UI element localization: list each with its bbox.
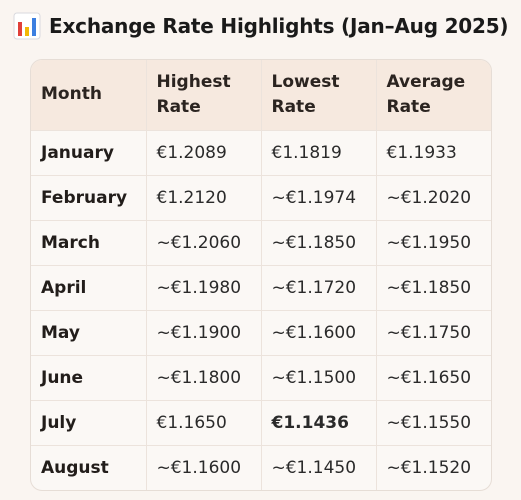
cell-month: March	[41, 232, 100, 253]
cell-lowest: ~€1.1974	[260, 175, 376, 220]
table-row: April ~€1.1980 ~€1.1720 ~€1.1850	[31, 265, 491, 310]
cell-lowest: €1.1819	[260, 130, 376, 175]
cell-average: ~€1.1650	[375, 355, 491, 400]
table-row: January €1.2089 €1.1819 €1.1933	[31, 130, 491, 175]
cell-highest: €1.1650	[145, 400, 261, 445]
cell-month: February	[41, 187, 128, 208]
cell-highest: ~€1.1800	[145, 355, 261, 400]
cell-lowest: ~€1.1500	[260, 355, 376, 400]
page-title: Exchange Rate Highlights (Jan–Aug 2025)	[49, 14, 509, 38]
header-average-rate: Average Rate	[375, 60, 491, 130]
cell-month: May	[41, 322, 80, 343]
table-row: July €1.1650 €1.1436 ~€1.1550	[31, 400, 491, 445]
cell-lowest-emphasized: €1.1436	[260, 400, 376, 445]
cell-highest: ~€1.1600	[145, 445, 261, 490]
cell-highest: €1.2089	[145, 130, 261, 175]
exchange-rate-table: Month Highest Rate Lowest Rate Average R…	[30, 59, 492, 491]
cell-average: ~€1.1520	[375, 445, 491, 490]
cell-highest: €1.2120	[145, 175, 261, 220]
header-highest-rate: Highest Rate	[145, 60, 261, 130]
cell-average: €1.1933	[375, 130, 491, 175]
table-row: June ~€1.1800 ~€1.1500 ~€1.1650	[31, 355, 491, 400]
cell-lowest: ~€1.1600	[260, 310, 376, 355]
cell-average: ~€1.1750	[375, 310, 491, 355]
table-row: February €1.2120 ~€1.1974 ~€1.2020	[31, 175, 491, 220]
cell-month: June	[41, 367, 84, 388]
cell-average: ~€1.1850	[375, 265, 491, 310]
table-header-row: Month Highest Rate Lowest Rate Average R…	[31, 60, 491, 130]
header-month: Month	[41, 84, 102, 105]
title-row: Exchange Rate Highlights (Jan–Aug 2025)	[13, 8, 509, 44]
header-lowest-rate: Lowest Rate	[260, 60, 376, 130]
cell-lowest: ~€1.1450	[260, 445, 376, 490]
cell-month: August	[41, 457, 109, 478]
table-row: March ~€1.2060 ~€1.1850 ~€1.1950	[31, 220, 491, 265]
cell-month: July	[41, 412, 77, 433]
table-row: May ~€1.1900 ~€1.1600 ~€1.1750	[31, 310, 491, 355]
cell-month: April	[41, 277, 87, 298]
cell-lowest: ~€1.1850	[260, 220, 376, 265]
cell-highest: ~€1.1900	[145, 310, 261, 355]
cell-highest: ~€1.1980	[145, 265, 261, 310]
cell-highest: ~€1.2060	[145, 220, 261, 265]
cell-average: ~€1.1550	[375, 400, 491, 445]
cell-lowest: ~€1.1720	[260, 265, 376, 310]
cell-average: ~€1.1950	[375, 220, 491, 265]
cell-month: January	[41, 142, 114, 163]
cell-average: ~€1.2020	[375, 175, 491, 220]
table-row: August ~€1.1600 ~€1.1450 ~€1.1520	[31, 445, 491, 490]
bar-chart-icon	[13, 12, 41, 40]
